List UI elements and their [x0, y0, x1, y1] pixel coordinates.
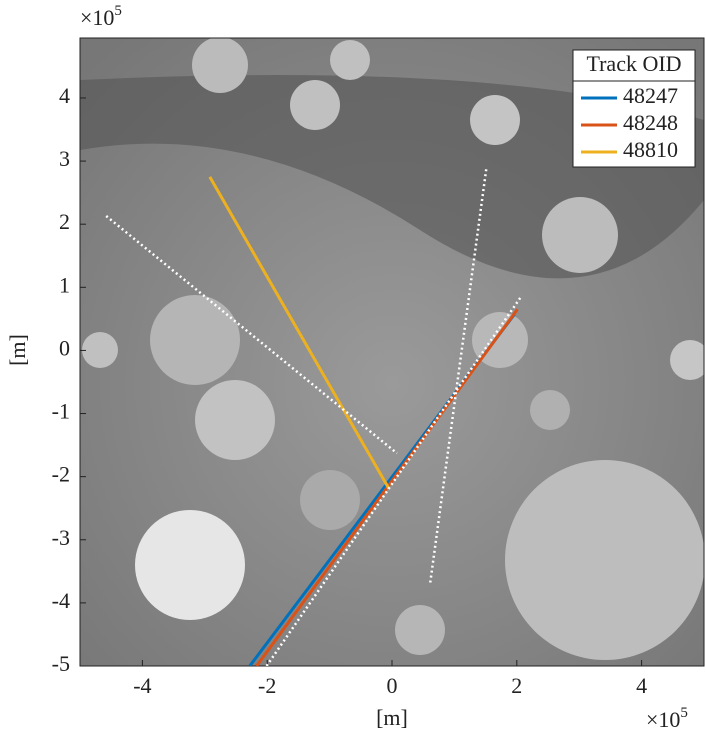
- x-axis-label: [m]: [376, 705, 408, 730]
- exponent-power: 5: [114, 3, 122, 19]
- legend-label: 48810: [623, 137, 678, 162]
- x-tick-label: -4: [133, 673, 151, 698]
- y-tick-label: -4: [52, 588, 70, 613]
- y-axis-label: [m]: [5, 334, 30, 366]
- y-tick-label: 4: [59, 83, 70, 108]
- legend-title: Track OID: [586, 51, 681, 76]
- exponent-power: 5: [680, 705, 688, 721]
- y-tick-label: -5: [52, 651, 70, 676]
- chart: [m] [m] ×105 ×105 -4-2024-5-4-3-2-101234…: [0, 0, 706, 741]
- legend-label: 48248: [623, 110, 678, 135]
- exponent-base: ×10: [80, 5, 114, 30]
- y-exponent: ×105: [80, 3, 122, 30]
- exponent-base: ×10: [646, 707, 680, 732]
- y-tick-label: -2: [52, 462, 70, 487]
- x-exponent: ×105: [646, 705, 688, 732]
- x-tick-label: 4: [636, 673, 647, 698]
- y-tick-label: -3: [52, 525, 70, 550]
- y-tick-label: 1: [59, 272, 70, 297]
- legend-label: 48247: [623, 83, 678, 108]
- y-tick-label: 3: [59, 146, 70, 171]
- y-tick-label: 2: [59, 209, 70, 234]
- x-tick-label: -2: [258, 673, 276, 698]
- y-tick-label: 0: [59, 335, 70, 360]
- x-tick-label: 2: [511, 673, 522, 698]
- x-tick-label: 0: [387, 673, 398, 698]
- y-tick-label: -1: [52, 399, 70, 424]
